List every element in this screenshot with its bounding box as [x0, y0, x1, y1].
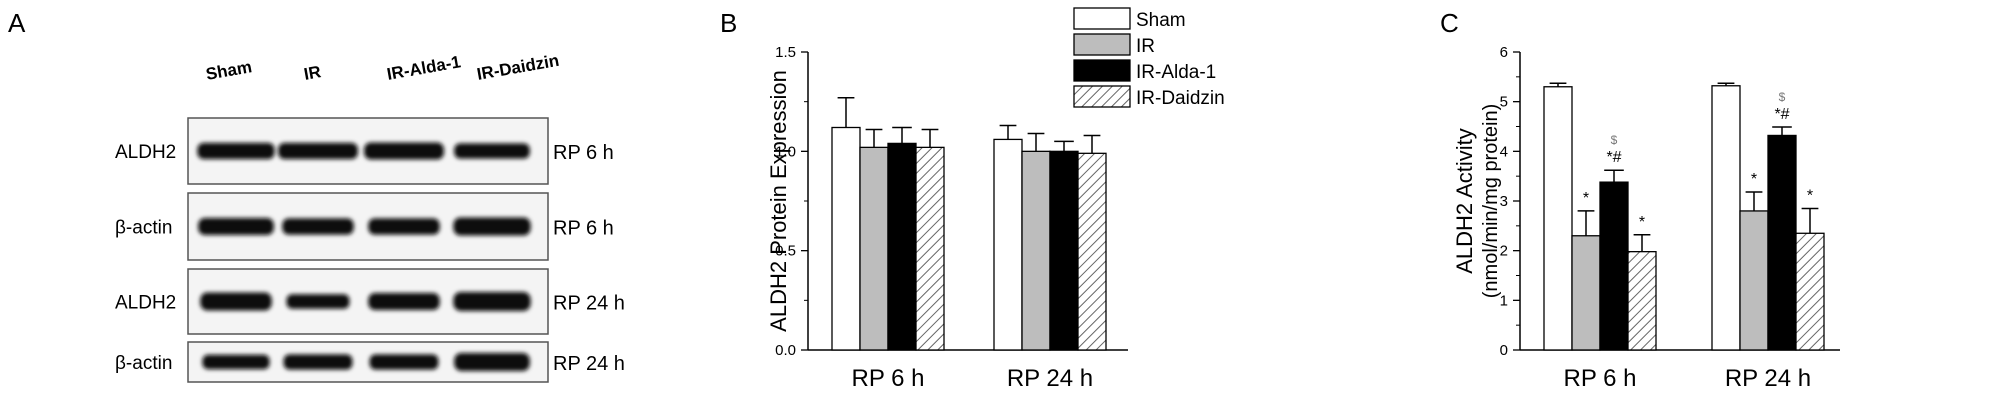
blot-band [454, 143, 530, 159]
timepoint-label: RP 24 h [553, 353, 625, 375]
significance-mark: $ [1779, 90, 1786, 104]
y-tick-label: 0.0 [775, 342, 796, 359]
blot-band [364, 142, 444, 160]
y-tick-label: 5 [1500, 94, 1508, 111]
bar [831, 126, 861, 351]
significance-mark: $ [1611, 133, 1618, 147]
significance-mark: * [1807, 187, 1813, 204]
timepoint-label: RP 24 h [553, 293, 625, 315]
y-tick-label: 1 [1500, 292, 1508, 309]
x-category-label: RP 24 h [1725, 365, 1811, 392]
legend-label: Sham [1136, 10, 1186, 31]
y-tick-label: 6 [1500, 44, 1508, 61]
y-tick-label: 1.0 [775, 143, 796, 160]
y-tick-label: 2 [1500, 243, 1508, 260]
significance-mark: *# [1774, 106, 1789, 123]
legend-swatch [1073, 7, 1131, 30]
legend-label: IR-Alda-1 [1136, 62, 1216, 83]
protein-label: ALDH2 [115, 142, 176, 163]
y-tick-label: 3 [1500, 193, 1508, 210]
legend-swatch [1073, 59, 1131, 82]
lane-label: IR [302, 62, 322, 84]
panel-a-letter: A [8, 8, 26, 38]
panel-c-letter: C [1440, 8, 1459, 38]
blot-band [200, 292, 272, 311]
y-tick-label: 1.5 [775, 44, 796, 61]
blot-band [286, 294, 350, 309]
bar [993, 138, 1023, 351]
bar [1711, 85, 1741, 351]
blot-band [368, 292, 440, 311]
bar [1571, 235, 1601, 351]
legend-label: IR [1136, 36, 1155, 57]
blot-band [197, 142, 275, 160]
blot-band [453, 217, 531, 236]
bar [1021, 150, 1051, 351]
x-category-label: RP 6 h [1564, 365, 1637, 392]
bar [915, 146, 945, 351]
protein-label: β-actin [115, 218, 172, 239]
x-category-label: RP 24 h [1007, 365, 1093, 392]
lane-label: Sham [204, 57, 253, 84]
y-tick-label: 0 [1500, 342, 1508, 359]
legend-swatch [1073, 33, 1131, 56]
timepoint-label: RP 6 h [553, 218, 614, 240]
aldh2-activity-chart: 0 1 2 3 4 5 6 RP 6 h RP 24 h * *# $ * * *# $ * ALDH2 Acti… [1452, 44, 1840, 392]
y-tick-label: 0.5 [775, 243, 796, 260]
blot-band [368, 218, 440, 235]
bar [1795, 232, 1825, 351]
significance-mark: *# [1606, 149, 1621, 166]
significance-mark: * [1639, 214, 1645, 231]
timepoint-label: RP 6 h [553, 142, 614, 164]
blot-band [282, 218, 354, 235]
protein-expression-chart: 0.0 0.5 1.0 1.5 RP 6 h RP 24 h ALDH2 Protein E… [766, 44, 1128, 392]
western-blot-panel: Sham IR IR-Alda-1 IR-Daidzin ALDH2 RP 6 h β-ac… [115, 51, 625, 383]
legend-swatch [1073, 85, 1131, 108]
blot-band [454, 353, 530, 371]
lane-label: IR-Daidzin [475, 51, 560, 84]
bar [1767, 134, 1797, 351]
blot-band [202, 354, 270, 370]
y-axis-label-units: (nmol/min/mg protein) [1480, 104, 1502, 299]
blot-band [453, 292, 531, 311]
significance-mark: * [1583, 190, 1589, 207]
bar [1599, 181, 1629, 351]
bar [1739, 210, 1769, 351]
significance-mark: * [1751, 171, 1757, 188]
y-tick-label: 4 [1500, 143, 1508, 160]
blot-band [278, 142, 358, 160]
panel-b-letter: B [720, 8, 737, 38]
bar [1543, 86, 1573, 351]
bar [859, 146, 889, 351]
bar [887, 142, 917, 351]
blot-band [283, 354, 353, 370]
bar [1049, 150, 1079, 351]
protein-label: β-actin [115, 353, 172, 374]
lane-label: IR-Alda-1 [385, 52, 462, 84]
y-axis-label: ALDH2 Protein Expression [766, 70, 791, 332]
protein-label: ALDH2 [115, 293, 176, 314]
blot-band [369, 354, 439, 370]
x-category-label: RP 6 h [852, 365, 925, 392]
y-axis-label: ALDH2 Activity [1452, 128, 1477, 274]
bar [1077, 152, 1107, 351]
blot-band [198, 217, 274, 236]
bar [1627, 251, 1657, 351]
legend-label: IR-Daidzin [1136, 88, 1225, 109]
chart-legend: Sham IR IR-Alda-1 IR-Daidzin [1073, 7, 1225, 109]
